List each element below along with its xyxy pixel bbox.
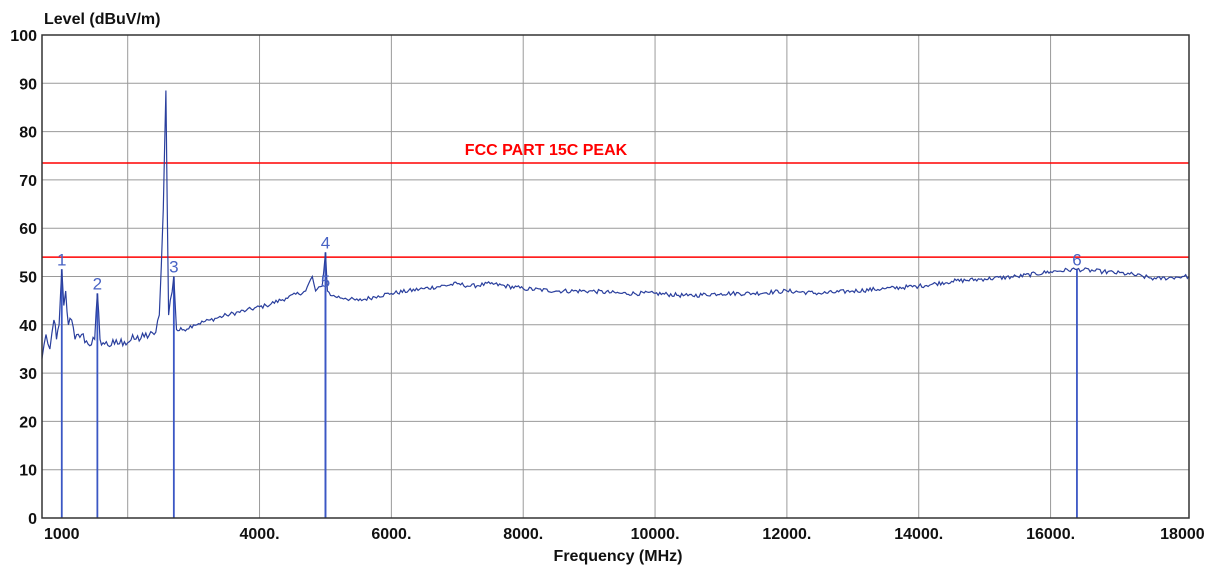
y-tick-label: 0: [28, 511, 37, 528]
y-tick-label: 40: [19, 318, 37, 335]
y-tick-label: 90: [19, 76, 37, 93]
y-axis-title: Level (dBuV/m): [44, 11, 160, 28]
y-tick-label: 30: [19, 366, 37, 383]
marker-label: 4: [321, 233, 330, 252]
marker-label: 5: [321, 272, 330, 291]
y-tick-label: 80: [19, 125, 37, 142]
x-tick-label: 4000.: [240, 526, 280, 543]
x-tick-label: 1000: [44, 526, 80, 543]
x-tick-label: 16000.: [1026, 526, 1075, 543]
marker-lines: [60, 252, 1078, 518]
y-tick-label: 10: [19, 463, 37, 480]
marker-label: 1: [57, 250, 66, 269]
y-tick-label: 20: [19, 414, 37, 431]
x-tick-label: 10000.: [631, 526, 680, 543]
grid-lines: [42, 35, 1189, 518]
y-tick-label: 50: [19, 270, 37, 287]
plot-frame: [41, 34, 1190, 519]
x-tick-label: 14000.: [894, 526, 943, 543]
x-tick-label: 18000: [1160, 526, 1205, 543]
y-tick-label: 100: [10, 28, 37, 45]
x-axis-title: Frequency (MHz): [554, 548, 683, 565]
x-tick-label: 6000.: [371, 526, 411, 543]
y-tick-label: 70: [19, 173, 37, 190]
limit-line-label: FCC PART 15C PEAK: [465, 142, 628, 159]
marker-labels: 1 2 3 4 5 6: [57, 233, 1082, 293]
limit-lines: FCC PART 15C PEAK: [42, 142, 1189, 258]
marker-label: 2: [93, 274, 102, 293]
marker-label: 6: [1072, 250, 1081, 269]
x-tick-labels: 1000 4000. 6000. 8000. 10000. 12000. 14000. 160…: [44, 526, 1205, 543]
marker-label: 3: [169, 258, 178, 277]
x-tick-label: 12000.: [762, 526, 811, 543]
y-tick-labels: 0 10 20 30 40 50 60 70 80 90 100: [10, 28, 37, 528]
x-tick-label: 8000.: [503, 526, 543, 543]
y-tick-label: 60: [19, 221, 37, 238]
level-trace: [41, 90, 1190, 359]
